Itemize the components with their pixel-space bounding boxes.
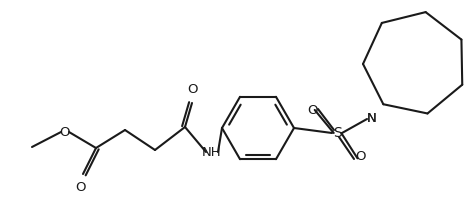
Text: S: S xyxy=(332,126,342,140)
Text: O: O xyxy=(188,83,198,96)
Text: O: O xyxy=(76,181,86,194)
Text: O: O xyxy=(60,125,70,138)
Text: O: O xyxy=(307,104,317,118)
Text: O: O xyxy=(355,150,365,164)
Text: N: N xyxy=(367,113,377,125)
Text: NH: NH xyxy=(202,145,222,159)
Text: N: N xyxy=(367,113,377,125)
